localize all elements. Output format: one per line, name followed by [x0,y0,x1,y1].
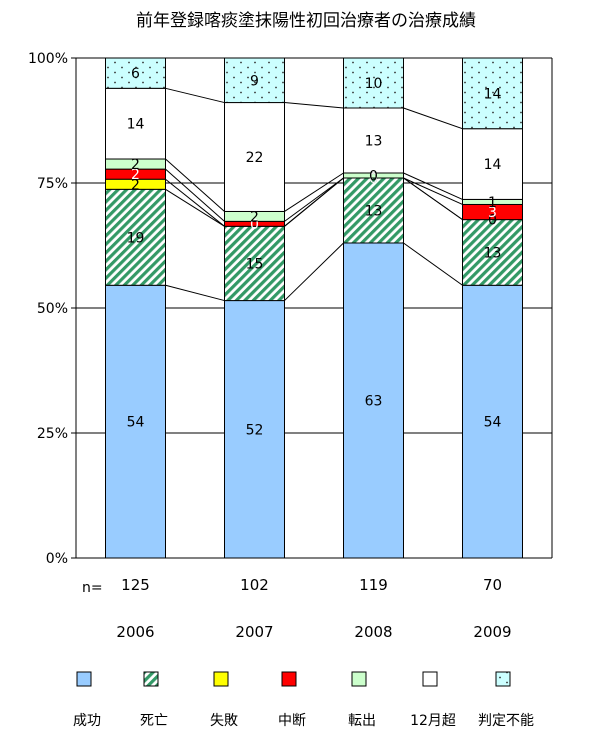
series-connector [165,284,225,302]
series-connector [165,188,225,227]
legend-label: 判定不能 [478,713,534,729]
bar-segment [343,242,404,559]
data-label: 1 [488,195,497,211]
legend-label: 死亡 [140,713,168,729]
series-connector [284,177,344,222]
data-label: 3 [488,205,497,221]
data-label: 22 [246,150,264,166]
n-value: 125 [121,576,150,594]
series-connector [165,168,225,222]
chart-title: 前年登録喀痰塗抹陽性初回治療者の治療成績 [136,10,476,31]
bar-segment [105,57,166,89]
data-label: 0 [369,169,378,185]
series-connector [284,242,344,301]
data-label: 2 [131,167,140,183]
data-label: 0 [250,217,259,233]
n-value: 119 [359,576,388,594]
series-connector [403,107,463,130]
bar-segment [224,300,285,559]
data-label: 54 [127,415,145,431]
y-tick-label: 0% [46,551,68,567]
series-connector [403,172,463,200]
series-connector [165,178,225,227]
y-tick-label: 25% [37,426,68,442]
data-label: 2 [131,157,140,173]
bar-segment [462,57,523,130]
data-label: 52 [246,422,264,438]
bar-segment [224,57,285,104]
series-connector [284,102,344,109]
data-label: 10 [365,76,383,92]
bar-segment [105,87,166,160]
legend-label: 中断 [278,713,306,729]
data-label: 13 [365,134,383,150]
data-label: 19 [127,230,145,246]
legend-label: 転出 [348,713,376,729]
series-connector [284,172,344,212]
legend-label: 成功 [73,713,101,729]
legend-swatch [422,671,438,687]
bar-segment [462,219,523,286]
series-connector [403,177,463,205]
legend-label: 失敗 [210,713,238,729]
data-label: 63 [365,394,383,410]
y-tick-label: 100% [28,51,68,67]
legend-swatch [281,671,297,687]
data-label: 54 [484,415,502,431]
data-label: 0 [369,171,378,187]
data-label: 15 [246,256,264,272]
x-tick-label: 2008 [354,623,392,641]
series-connector [403,242,463,286]
bar-segment [462,284,523,559]
n-value: 102 [240,576,269,594]
legend-swatch [213,671,229,687]
bar-segment [224,102,285,212]
series-connector [403,177,463,221]
data-label: 14 [127,117,145,133]
x-tick-label: 2009 [473,623,511,641]
series-connector [284,177,344,227]
bar-segment [462,128,523,200]
bar-segment [105,284,166,559]
series-connector [165,158,225,212]
data-label: 13 [484,245,502,261]
legend-swatch [351,671,367,687]
bar-segment [343,57,404,109]
legend-swatch [495,671,511,687]
data-label: 0 [369,171,378,187]
data-label: 0 [488,213,497,229]
data-label: 14 [484,157,502,173]
data-label: 13 [365,204,383,220]
bar-segment [105,188,166,286]
legend-label: 12月超 [410,713,456,729]
n-value: 70 [483,576,502,594]
data-label: 2 [131,177,140,193]
x-tick-label: 2006 [116,623,154,641]
series-connector [165,87,225,104]
x-tick-label: 2007 [235,623,273,641]
data-label: 9 [250,73,259,89]
bar-segment [343,107,404,174]
data-label: 14 [484,86,502,102]
bar-segment [224,225,285,302]
data-label: 6 [131,66,140,82]
legend-swatch [143,671,159,687]
y-tick-label: 50% [37,301,68,317]
n-label: n= [82,580,103,596]
y-tick-label: 75% [37,176,68,192]
legend-swatch [76,671,92,687]
data-label: 2 [250,209,259,225]
